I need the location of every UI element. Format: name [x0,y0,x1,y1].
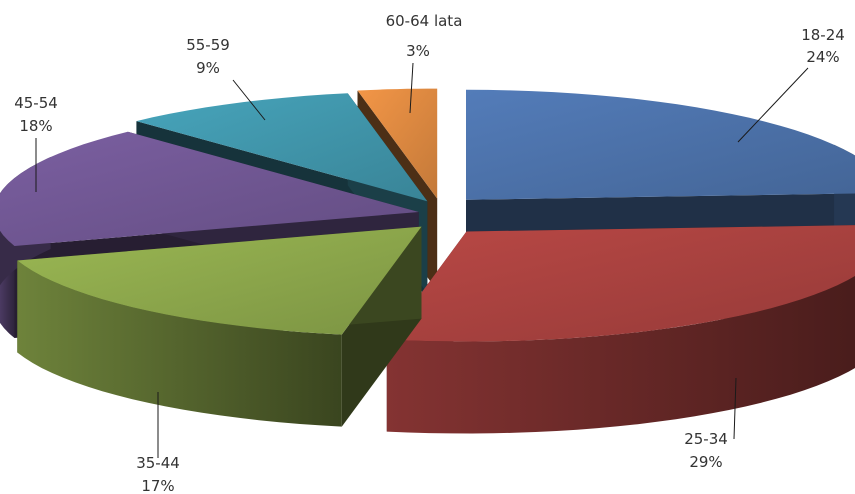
pie-slice-25-34 [386,225,855,434]
category-label: 18-24 [801,26,845,44]
category-label: 60-64 lata [386,12,463,30]
leader-line [232,79,266,121]
pie-slice-35-44 [17,226,422,427]
pie-slice-top [466,89,855,200]
value-label: 18% [19,117,52,135]
leader-line [737,67,809,143]
leader-line [733,377,737,440]
category-label: 55-59 [186,36,230,54]
pie-slice-top [386,225,855,342]
pie-slice-top [0,131,419,246]
value-label: 17% [141,477,174,494]
pie-slice-top [357,88,438,199]
category-label: 45-54 [14,94,58,112]
value-label: 24% [806,48,839,66]
category-label: 35-44 [136,454,180,472]
pie-slice-side [386,276,855,434]
value-label: 9% [196,59,220,77]
value-label: 29% [689,453,722,471]
leader-line [409,62,414,114]
pie-slice-top [17,226,422,335]
pie-slice-top [136,93,428,202]
category-label: 25-34 [684,430,728,448]
labels-layer: 18-24 24% 25-34 29% 35-44 17% 45-54 18% 55-59 9% 6… [14,12,845,494]
value-label: 3% [406,42,430,60]
pie-slice-side [17,260,342,427]
slices-layer [0,88,855,434]
